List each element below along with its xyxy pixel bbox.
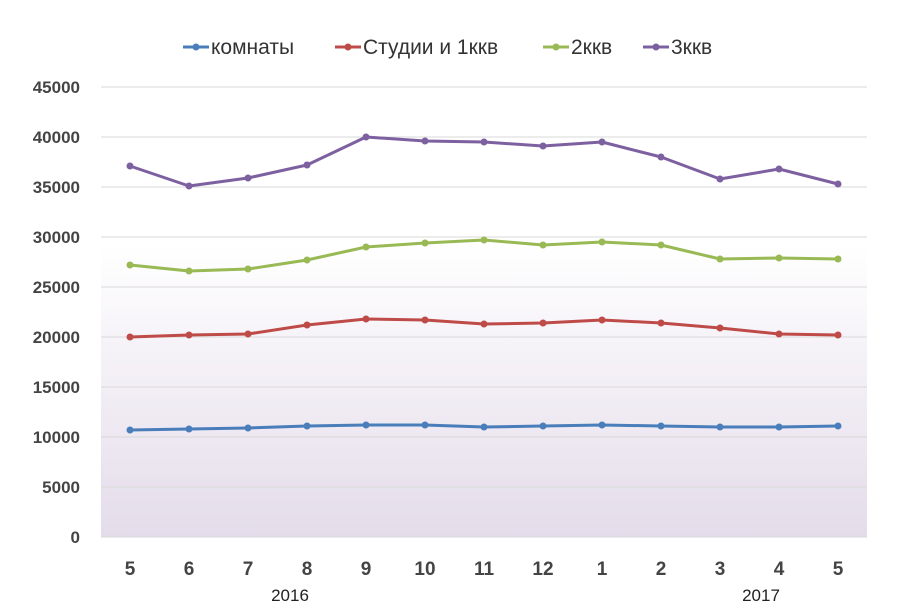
legend-marker-icon — [344, 43, 352, 51]
data-point — [421, 421, 429, 429]
data-point — [657, 153, 665, 161]
y-tick-label: 35000 — [33, 178, 80, 197]
data-point — [834, 331, 842, 339]
data-point — [775, 254, 783, 262]
data-point — [657, 241, 665, 249]
data-point — [126, 162, 134, 170]
data-point — [480, 423, 488, 431]
data-point — [834, 255, 842, 263]
series-1 — [126, 315, 842, 341]
x-tick-label: 6 — [184, 559, 195, 580]
legend-label: 3ккв — [671, 36, 712, 59]
plot-area — [101, 87, 867, 537]
data-point — [303, 321, 311, 329]
y-tick-label: 10000 — [33, 428, 80, 447]
data-point — [716, 423, 724, 431]
series-2 — [126, 236, 842, 275]
legend-item-2: 2ккв — [543, 36, 612, 59]
data-point — [539, 422, 547, 430]
y-tick-label: 45000 — [33, 78, 80, 97]
x-tick-label: 10 — [414, 559, 435, 580]
data-point — [775, 423, 783, 431]
legend-marker-icon — [552, 43, 560, 51]
series-3 — [126, 133, 842, 190]
data-point — [598, 138, 606, 146]
data-point — [362, 133, 370, 141]
y-tick-label: 15000 — [33, 378, 80, 397]
data-point — [185, 331, 193, 339]
x-tick-label: 4 — [774, 559, 785, 580]
series-0 — [126, 421, 842, 434]
data-point — [657, 319, 665, 327]
data-point — [362, 421, 370, 429]
data-point — [480, 320, 488, 328]
data-point — [657, 422, 665, 430]
y-tick-label: 20000 — [33, 328, 80, 347]
data-point — [185, 425, 193, 433]
data-point — [362, 315, 370, 323]
data-point — [244, 174, 252, 182]
y-tick-label: 40000 — [33, 128, 80, 147]
data-point — [421, 239, 429, 247]
data-point — [598, 421, 606, 429]
x-tick-label: 8 — [302, 559, 313, 580]
data-point — [598, 238, 606, 246]
legend-label: комнаты — [211, 36, 294, 59]
year-label-2016: 2016 — [271, 586, 309, 605]
data-point — [126, 426, 134, 434]
data-point — [480, 236, 488, 244]
data-point — [303, 161, 311, 169]
x-tick-label: 5 — [125, 559, 136, 580]
y-tick-label: 25000 — [33, 278, 80, 297]
data-point — [126, 261, 134, 269]
y-tick-label: 30000 — [33, 228, 80, 247]
y-tick-label: 5000 — [42, 478, 80, 497]
data-point — [598, 316, 606, 324]
x-tick-label: 1 — [597, 559, 608, 580]
x-tick-label: 11 — [474, 559, 495, 580]
legend-marker-icon — [192, 43, 200, 51]
x-tick-label: 3 — [715, 559, 726, 580]
data-point — [421, 137, 429, 145]
data-point — [716, 255, 724, 263]
data-point — [775, 330, 783, 338]
data-point — [244, 265, 252, 273]
data-point — [539, 319, 547, 327]
data-point — [244, 330, 252, 338]
data-point — [421, 316, 429, 324]
legend-label: Студии и 1ккв — [363, 36, 498, 59]
x-tick-label: 9 — [361, 559, 372, 580]
x-tick-label: 12 — [532, 559, 553, 580]
data-point — [244, 424, 252, 432]
data-point — [716, 175, 724, 183]
x-tick-label: 7 — [243, 559, 254, 580]
legend-item-1: Студии и 1ккв — [335, 36, 498, 59]
data-point — [185, 267, 193, 275]
data-point — [539, 241, 547, 249]
data-point — [126, 333, 134, 341]
x-tick-label: 5 — [833, 559, 844, 580]
data-point — [834, 180, 842, 188]
data-point — [480, 138, 488, 146]
y-tick-label: 0 — [71, 528, 80, 547]
data-point — [185, 182, 193, 190]
data-point — [775, 165, 783, 173]
legend-item-0: комнаты — [183, 36, 294, 59]
data-point — [303, 256, 311, 264]
data-point — [539, 142, 547, 150]
legend-marker-icon — [652, 43, 660, 51]
legend-label: 2ккв — [571, 36, 612, 59]
data-point — [834, 422, 842, 430]
data-point — [303, 422, 311, 430]
data-point — [362, 243, 370, 251]
legend-item-3: 3ккв — [643, 36, 712, 59]
year-label-2017: 2017 — [742, 586, 780, 605]
x-tick-label: 2 — [656, 559, 667, 580]
data-point — [716, 324, 724, 332]
